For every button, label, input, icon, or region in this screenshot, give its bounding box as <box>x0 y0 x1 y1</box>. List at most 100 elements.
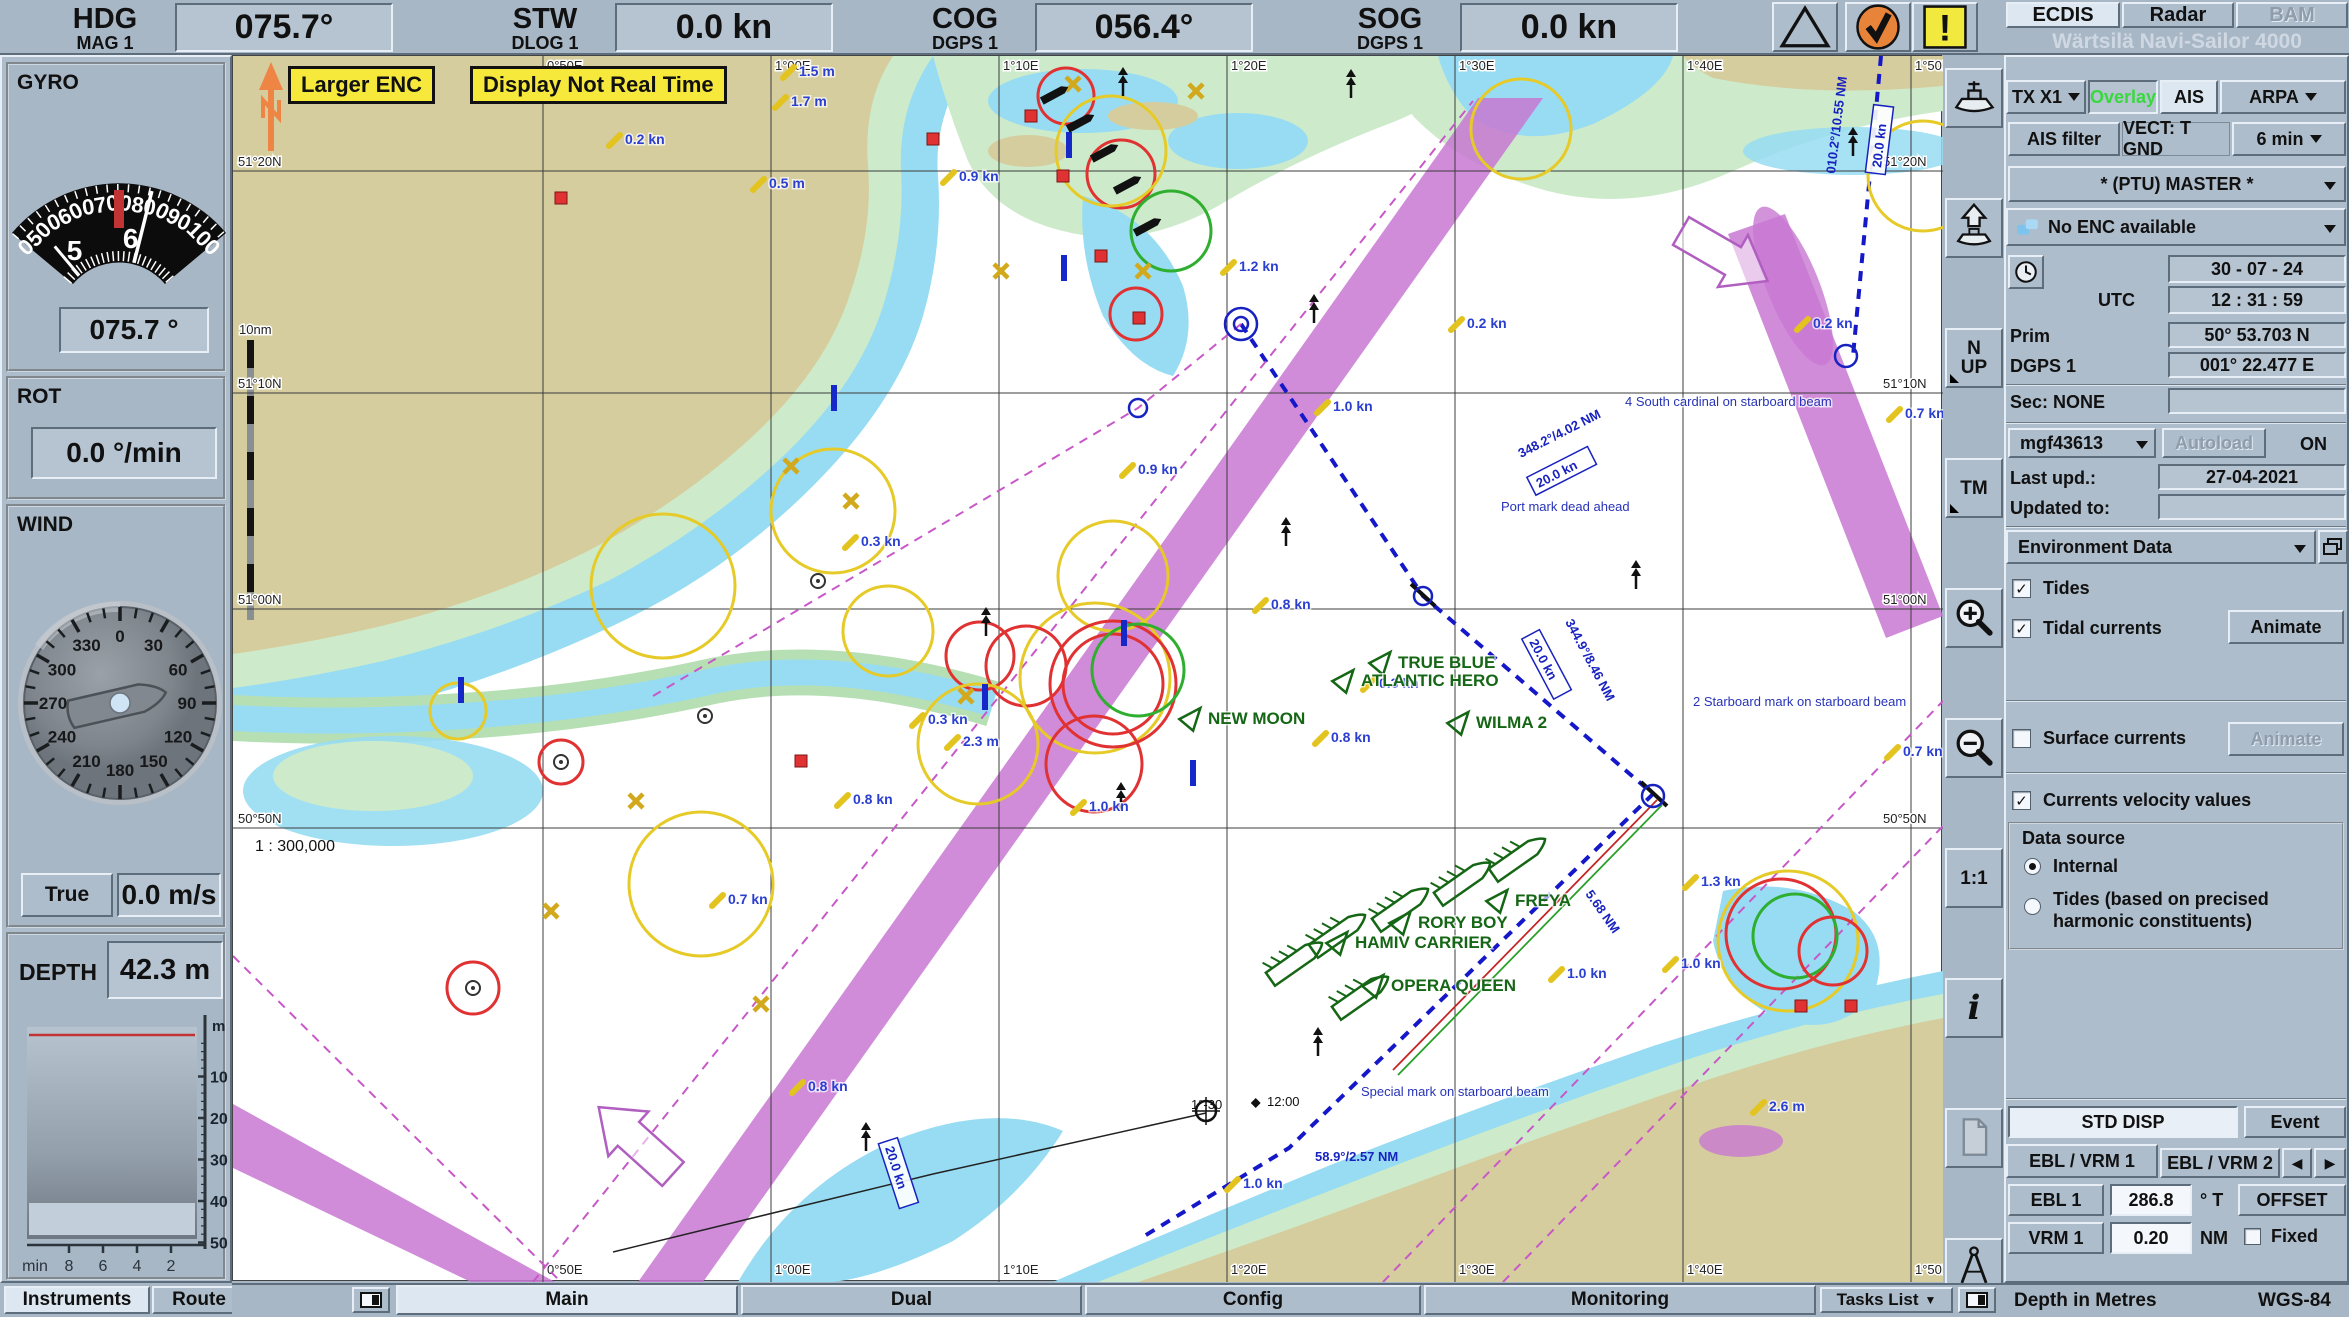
tides-harmonic-radio[interactable]: Tides (based on precised harmonic consti… <box>2024 888 2333 932</box>
depth-value: 42.3 m <box>119 953 211 986</box>
lon-label: 1°10E <box>1003 1262 1039 1277</box>
chart-note: Port mark dead ahead <box>1501 499 1630 514</box>
tx-mode-button[interactable]: TX X1 <box>2006 80 2086 114</box>
vector-mode-label: VECT: T GND <box>2122 118 2230 159</box>
prim-longitude: 001° 22.477 E <box>2168 352 2346 378</box>
north-up-button[interactable]: N UP <box>1945 328 2003 388</box>
checkbox-icon: ✓ <box>2012 791 2031 810</box>
svg-text:210: 210 <box>72 752 100 771</box>
undock-panel-button[interactable] <box>2318 530 2348 564</box>
tab-ebl-vrm-2[interactable]: EBL / VRM 2 <box>2160 1148 2280 1178</box>
wind-panel: WIND 0 30 60 90 120 150 180 210 240 270 300 330 Tru… <box>6 504 226 928</box>
tab-dual[interactable]: Dual <box>741 1285 1082 1315</box>
svg-text:180: 180 <box>106 761 134 780</box>
vrm-fixed-checkbox[interactable]: Fixed <box>2244 1226 2318 1247</box>
vrm1-value-input[interactable]: 0.20 <box>2110 1222 2192 1254</box>
chart-id-select[interactable]: mgf43613 <box>2008 428 2156 458</box>
event-log-button[interactable] <box>1945 1108 2003 1168</box>
scale-one-to-one-button[interactable]: 1:1 <box>1945 848 2003 908</box>
current-label: 1.0 kn <box>1567 965 1607 981</box>
tab-radar[interactable]: Radar <box>2122 2 2234 28</box>
chart-area[interactable]: 10nm 1 : 300,000 0°50E0°50E1°00E1°00E1°1… <box>231 55 1980 1283</box>
ais-ship-label: FREYA <box>1515 891 1571 910</box>
zoom-in-button[interactable] <box>1945 588 2003 648</box>
ais-ship-label: WILMA 2 <box>1476 713 1547 732</box>
tab-instruments[interactable]: Instruments <box>4 1286 150 1314</box>
data-source-legend: Data source <box>2022 828 2126 848</box>
lat-label: 50°50N <box>1883 811 1927 826</box>
ebl1-button[interactable]: EBL 1 <box>2008 1184 2104 1216</box>
internal-radio[interactable]: Internal <box>2024 856 2118 877</box>
tidal-currents-checkbox[interactable]: ✓ Tidal currents <box>2012 618 2162 639</box>
surface-currents-checkbox[interactable]: Surface currents <box>2012 728 2186 749</box>
updated-to-value <box>2158 494 2346 520</box>
monitor-icon <box>360 1292 382 1308</box>
exclamation-icon: ! <box>1923 5 1967 49</box>
tasks-list-dropdown[interactable]: Tasks List ▼ <box>1820 1287 1953 1313</box>
ais-filter-button[interactable]: AIS filter <box>2008 122 2120 156</box>
autoload-button[interactable]: Autoload <box>2162 428 2266 458</box>
zoom-out-button[interactable] <box>1945 718 2003 778</box>
event-button[interactable]: Event <box>2244 1106 2346 1138</box>
tab-monitoring[interactable]: Monitoring <box>1424 1285 1816 1315</box>
last-upd-value: 27-04-2021 <box>2158 464 2346 490</box>
master-select[interactable]: * (PTU) MASTER * <box>2008 166 2346 202</box>
true-motion-button[interactable]: TM <box>1945 458 2003 518</box>
standard-display-button[interactable] <box>1945 198 2003 258</box>
lat-label: 51°10N <box>1883 376 1927 391</box>
vector-time-select[interactable]: 6 min <box>2232 122 2346 156</box>
warning-alert-button[interactable]: ! <box>1912 2 1978 52</box>
overlay-button[interactable]: Overlay <box>2088 80 2158 114</box>
tab-route[interactable]: Route <box>152 1286 246 1314</box>
ebl1-value-input[interactable]: 286.8 <box>2110 1184 2192 1216</box>
wind-true-button[interactable]: True <box>21 873 113 917</box>
current-label: 0.7 kn <box>1905 405 1943 421</box>
ais-ship-label: NEW MOON <box>1208 709 1305 728</box>
arpa-button[interactable]: ARPA <box>2220 80 2346 114</box>
tab-main[interactable]: Main <box>396 1285 738 1315</box>
alarm-ack-button[interactable] <box>1845 2 1911 52</box>
lat-label: 51°10N <box>238 376 282 391</box>
own-ship-button[interactable] <box>1945 68 2003 128</box>
triangle-icon <box>1779 5 1831 48</box>
tab-ebl-vrm-1[interactable]: EBL / VRM 1 <box>2006 1144 2158 1178</box>
stw-value: 0.0 kn <box>675 8 773 46</box>
ebl-tab-right-button[interactable]: ▶ <box>2314 1148 2346 1178</box>
ais-button[interactable]: AIS <box>2160 80 2218 114</box>
offset-button[interactable]: OFFSET <box>2238 1184 2346 1216</box>
current-label: 1.0 kn <box>1243 1175 1283 1191</box>
tidal-animate-button[interactable]: Animate <box>2228 610 2344 644</box>
display-select-left-button[interactable] <box>352 1287 390 1313</box>
enc-select[interactable]: No ENC available <box>2006 208 2346 246</box>
vrm1-button[interactable]: VRM 1 <box>2008 1222 2104 1254</box>
dgps-label: DGPS 1 <box>2010 356 2077 376</box>
tides-checkbox[interactable]: ✓ Tides <box>2012 578 2090 599</box>
surface-animate-button[interactable]: Animate <box>2228 722 2344 756</box>
scalebar-label: 10nm <box>239 322 272 337</box>
svg-text:30: 30 <box>210 1153 228 1170</box>
tab-bam[interactable]: BAM <box>2236 2 2348 28</box>
info-button[interactable]: i <box>1945 978 2003 1038</box>
route-label: 5.68 NM <box>1583 887 1623 936</box>
std-disp-button[interactable]: STD DISP <box>2008 1106 2238 1138</box>
svg-text:8: 8 <box>65 1258 74 1275</box>
north-up-label: N UP <box>1960 338 1988 378</box>
lon-label: 1°50E <box>1915 1262 1943 1277</box>
rot-title: ROT <box>17 385 62 408</box>
panel-select[interactable]: Environment Data <box>2006 530 2316 564</box>
tab-ecdis[interactable]: ECDIS <box>2006 2 2120 28</box>
nav-alert-button[interactable] <box>1772 2 1838 52</box>
stw-source: DLOG 1 <box>511 33 579 53</box>
tab-config[interactable]: Config <box>1085 1285 1421 1315</box>
ebl-tab-left-button[interactable]: ◀ <box>2282 1148 2312 1178</box>
display-select-right-button[interactable] <box>1958 1287 1996 1313</box>
clock-button[interactable] <box>2008 255 2044 289</box>
utc-label: UTC <box>2098 290 2135 310</box>
cog-label: COG <box>931 3 999 35</box>
svg-text:4: 4 <box>133 1258 142 1275</box>
chevron-down-icon: ▼ <box>1924 1293 1937 1307</box>
lon-label: 1°30E <box>1459 58 1495 73</box>
current-label: 0.2 kn <box>625 131 665 147</box>
velocity-values-checkbox[interactable]: ✓ Currents velocity values <box>2012 790 2251 811</box>
